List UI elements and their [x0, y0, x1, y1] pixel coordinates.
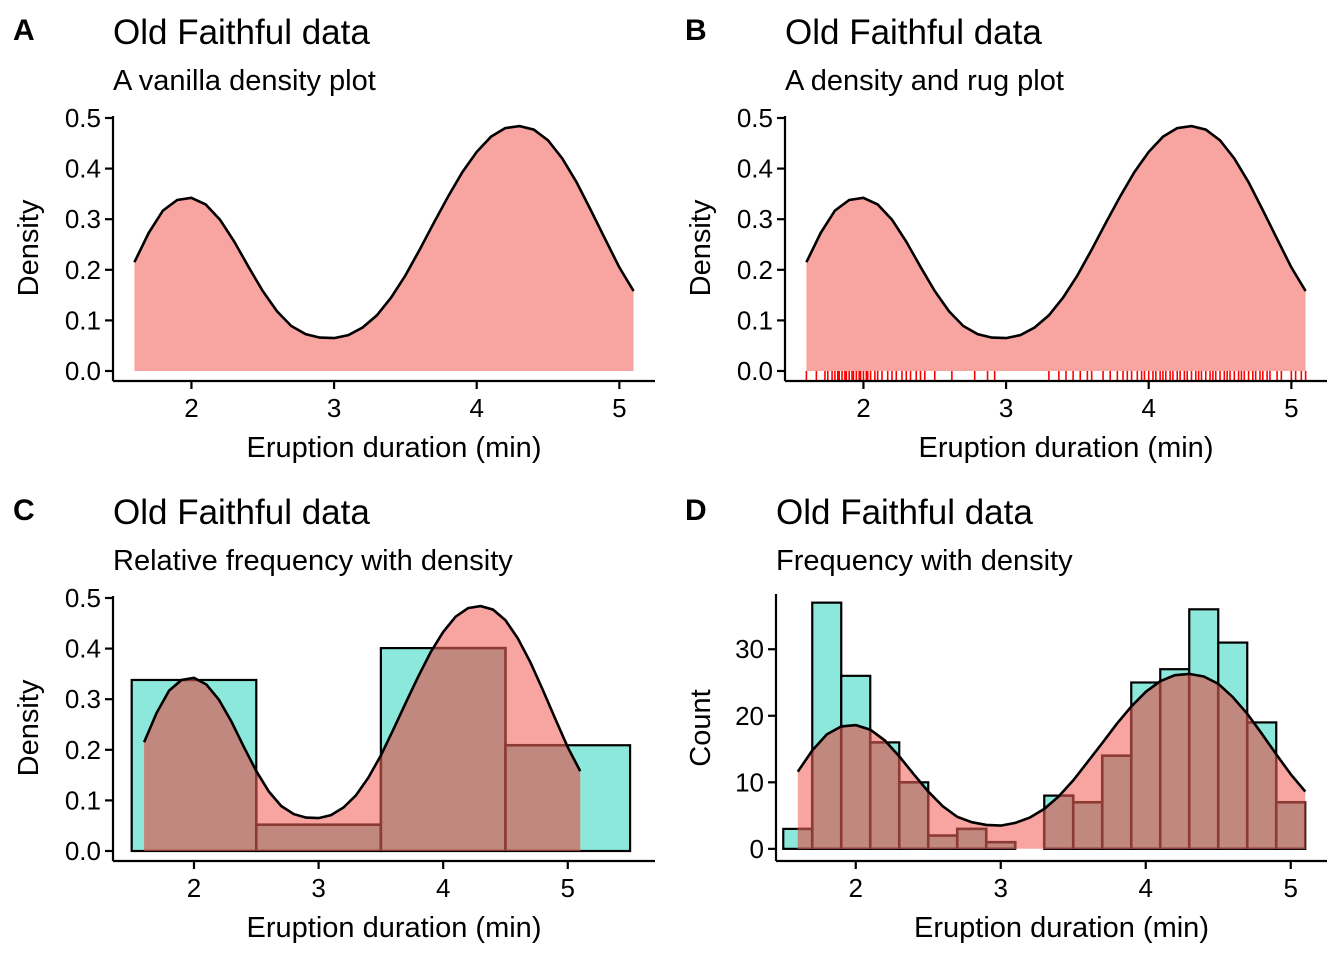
panel-a: A Old Faithful data A vanilla density plot…: [13, 13, 655, 464]
chart-title: Old Faithful data: [113, 13, 370, 52]
y-tick-label: 10: [735, 767, 764, 797]
y-tick-label: 0.5: [737, 103, 773, 133]
x-tick-label: 3: [311, 873, 325, 903]
overlap-bar: [1071, 800, 1104, 849]
overlap-bar: [984, 840, 1017, 849]
overlap-bar: [254, 823, 383, 851]
overlap-bar: [868, 741, 901, 849]
overlap-bar: [897, 781, 930, 849]
overlap-bar: [1129, 681, 1162, 849]
y-axis-label: Density: [13, 679, 45, 776]
x-tick-label: 5: [1284, 873, 1298, 903]
y-tick-label: 20: [735, 701, 764, 731]
overlap-bar: [1158, 673, 1191, 849]
y-tick-label: 0.3: [65, 684, 101, 714]
x-tick-label: 2: [856, 393, 870, 423]
y-tick-label: 0.4: [65, 154, 101, 184]
y-axis-label: Count: [685, 689, 717, 766]
density-curve: [805, 124, 1307, 340]
x-tick-label: 4: [436, 873, 450, 903]
y-tick-label: 0.3: [65, 204, 101, 234]
panel-letter: C: [13, 494, 35, 527]
y-axis-label: Density: [685, 199, 717, 296]
x-axis-label: Eruption duration (min): [247, 912, 542, 944]
overlap-bar: [1100, 754, 1133, 849]
y-tick-label: 0.5: [65, 583, 101, 613]
y-tick-label: 0.0: [65, 356, 101, 386]
y-tick-label: 0.0: [737, 356, 773, 386]
density-curve: [142, 604, 582, 820]
density-area: [134, 126, 634, 371]
x-axis-label: Eruption duration (min): [247, 432, 542, 464]
y-tick-label: 0.1: [737, 305, 773, 335]
panel-d: D Old Faithful data Frequency with density…: [685, 493, 1327, 944]
rug-marks: [805, 371, 1307, 380]
density-curve: [133, 124, 635, 340]
overlap-bar: [955, 827, 988, 849]
y-tick-label: 0.4: [65, 634, 101, 664]
chart-subtitle: Relative frequency with density: [113, 545, 513, 577]
overlap-bar: [504, 743, 581, 851]
y-tick-label: 0.2: [65, 255, 101, 285]
x-tick-label: 3: [994, 873, 1008, 903]
y-axis-label: Density: [13, 199, 45, 296]
x-axis-label: Eruption duration (min): [919, 432, 1214, 464]
x-tick-label: 4: [1141, 393, 1155, 423]
y-tick-label: 0.1: [65, 785, 101, 815]
chart-subtitle: A density and rug plot: [785, 65, 1064, 97]
panel-letter: B: [685, 14, 707, 47]
x-tick-label: 2: [849, 873, 863, 903]
x-tick-label: 4: [1139, 873, 1153, 903]
chart-title: Old Faithful data: [785, 13, 1042, 52]
chart-subtitle: Frequency with density: [776, 545, 1073, 577]
x-tick-label: 2: [187, 873, 201, 903]
y-tick-label: 30: [735, 634, 764, 664]
y-tick-label: 0.0: [65, 836, 101, 866]
x-tick-label: 2: [184, 393, 198, 423]
y-tick-label: 0: [750, 834, 764, 864]
panel-letter: D: [685, 494, 707, 527]
x-tick-label: 5: [561, 873, 575, 903]
density-curve: [796, 672, 1307, 827]
x-tick-label: 5: [612, 393, 626, 423]
y-tick-label: 0.1: [65, 305, 101, 335]
panel-b: B Old Faithful data A density and rug plot…: [685, 13, 1327, 464]
y-tick-label: 0.2: [65, 735, 101, 765]
y-tick-label: 0.5: [65, 103, 101, 133]
y-tick-label: 0.3: [737, 204, 773, 234]
panel-c: C Old Faithful data Relative frequency wit…: [13, 493, 655, 944]
panel-letter: A: [13, 14, 35, 47]
x-axis-label: Eruption duration (min): [914, 912, 1209, 944]
overlap-bar: [926, 834, 959, 849]
x-tick-label: 5: [1284, 393, 1298, 423]
overlap-bar: [1274, 800, 1306, 849]
y-tick-label: 0.4: [737, 154, 773, 184]
chart-subtitle: A vanilla density plot: [113, 65, 376, 97]
chart-title: Old Faithful data: [113, 493, 370, 532]
x-tick-label: 3: [327, 393, 341, 423]
x-tick-label: 4: [469, 393, 483, 423]
y-tick-label: 0.2: [737, 255, 773, 285]
density-area: [806, 126, 1306, 371]
x-tick-label: 3: [999, 393, 1013, 423]
chart-title: Old Faithful data: [776, 493, 1033, 532]
